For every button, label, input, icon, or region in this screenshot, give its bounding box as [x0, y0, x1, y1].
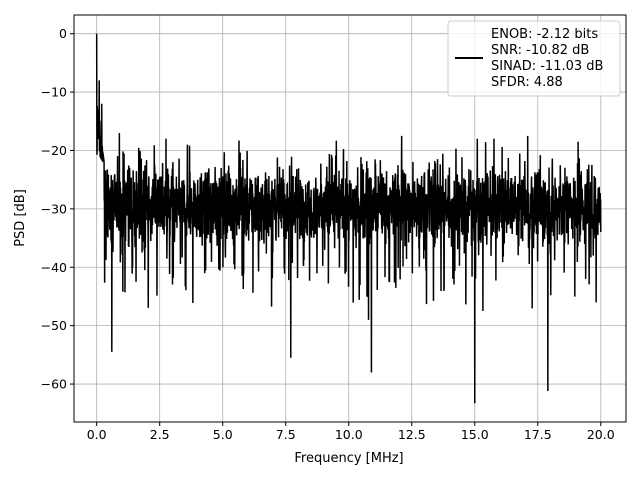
x-tick-label: 15.0 — [461, 427, 489, 442]
x-tick-label: 12.5 — [398, 427, 426, 442]
x-tick-label: 0.0 — [87, 427, 107, 442]
legend-line-snr: SNR: -10.82 dB — [491, 43, 589, 58]
y-tick-label: −10 — [41, 85, 67, 100]
y-tick-label: −30 — [41, 201, 67, 216]
x-tick-label: 7.5 — [276, 427, 296, 442]
x-tick-label: 5.0 — [213, 427, 233, 442]
legend-line-enob: ENOB: -2.12 bits — [491, 27, 598, 42]
psd-series-line — [95, 33, 602, 404]
y-axis-ticks: 0 −10 −20 −30 −40 −50 −60 — [41, 26, 74, 392]
x-axis-ticks: 0.0 2.5 5.0 7.5 10.0 12.5 15.0 17.5 20.0 — [87, 422, 615, 442]
y-axis-label: PSD [dB] — [13, 189, 28, 247]
x-tick-label: 10.0 — [335, 427, 363, 442]
plot-frame — [73, 14, 627, 423]
y-tick-label: −60 — [41, 377, 67, 392]
legend-box — [447, 20, 621, 97]
legend-line-sfdr: SFDR: 4.88 — [491, 75, 563, 90]
y-tick-label: 0 — [59, 26, 67, 41]
y-tick-label: −40 — [41, 260, 67, 275]
y-tick-label: −20 — [41, 143, 67, 158]
series-group — [95, 33, 602, 404]
x-tick-label: 17.5 — [524, 427, 552, 442]
x-axis-label: Frequency [MHz] — [294, 451, 403, 466]
y-tick-label: −50 — [41, 318, 67, 333]
legend-line-sinad: SINAD: -11.03 dB — [491, 59, 603, 74]
x-tick-label: 20.0 — [587, 427, 615, 442]
legend: ENOB: -2.12 bits SNR: -10.82 dB SINAD: -… — [447, 20, 621, 97]
x-tick-label: 2.5 — [150, 427, 170, 442]
